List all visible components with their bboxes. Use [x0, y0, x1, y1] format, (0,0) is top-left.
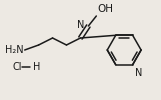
Text: H₂N: H₂N [5, 45, 24, 55]
Text: OH: OH [97, 4, 113, 14]
Text: H: H [33, 62, 40, 72]
Text: N: N [77, 20, 84, 30]
Text: Cl: Cl [13, 62, 22, 72]
Text: N: N [135, 68, 142, 78]
